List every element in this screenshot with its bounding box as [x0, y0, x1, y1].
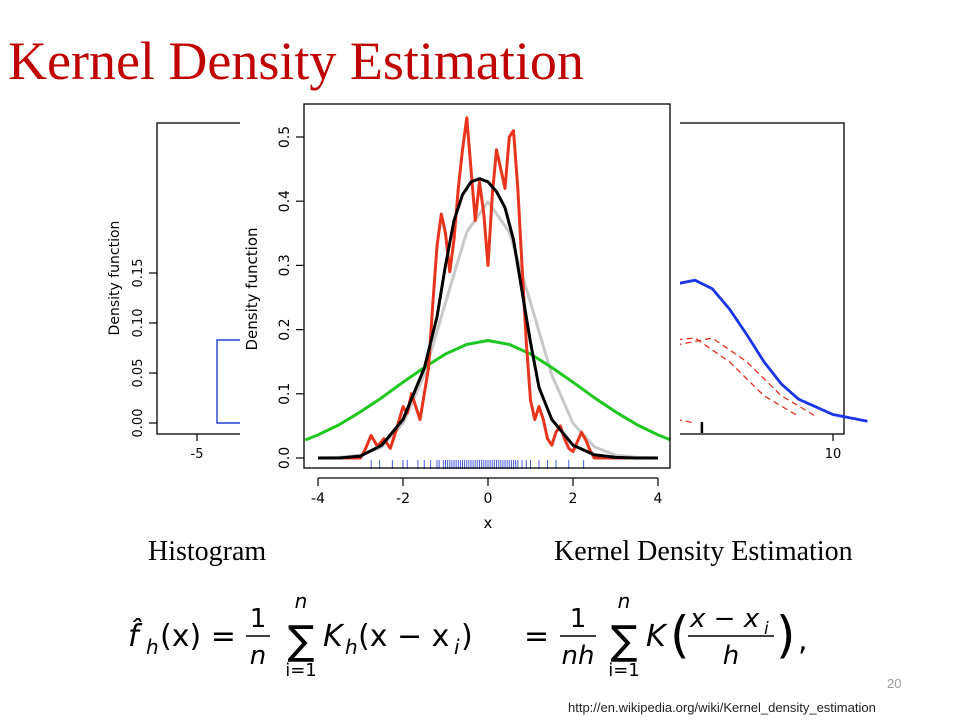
front-x-axis-label: x [484, 514, 493, 532]
front-y-tick-label: 0.0 [277, 447, 293, 469]
front-y-tick-label: 0.5 [277, 126, 293, 148]
formula-frac2-numerator: 1 [570, 604, 587, 634]
front-x-tick-label: 2 [569, 491, 578, 507]
formula-open-paren: ( [670, 606, 690, 664]
histogram-y-tick-label: 0.10 [131, 309, 146, 338]
formula-kernel-subscript: h [345, 635, 358, 659]
kde-formula: f̂ h (x) = 1 n n ∑ i=1 K h (x − x i ) = … [128, 590, 808, 676]
formula-lhs: f̂ [128, 618, 143, 654]
histogram-y-tick-label: 0.15 [131, 259, 146, 288]
formula-kernel2: K [646, 619, 668, 654]
formula-inner-denominator: h [723, 641, 739, 671]
histogram-y-tick-label: 0.05 [131, 359, 146, 388]
formula-kernel-argument: (x − x [358, 619, 449, 654]
formula-frac1-numerator: 1 [250, 604, 267, 634]
formula-lhs-argument: (x) = [160, 619, 236, 654]
formula-lhs-subscript: h [146, 635, 159, 659]
formula-kernel-argument-close: ) [461, 619, 473, 654]
front-x-tick-label: 4 [654, 491, 663, 507]
optimal-kde-curve [318, 177, 658, 460]
front-y-tick-label: 0.1 [277, 383, 293, 405]
histogram-plot: Density function 0.00 0.05 0.10 0.15 -5 [107, 122, 258, 462]
oversmoothed-kde-curve [304, 339, 672, 442]
formula-equals: = [524, 619, 549, 654]
formula-close-paren: ) [776, 606, 796, 664]
histogram-y-axis-label: Density function [107, 221, 123, 336]
formula-sum2-upper: n [618, 590, 631, 613]
formula-sum2-lower: i=1 [608, 660, 640, 676]
histogram-plot-frame [156, 122, 248, 435]
bandwidth-comparison-plot: Density function x 0.0 0.1 0.2 0.3 0.4 0.5 -4 -… [243, 103, 672, 532]
front-y-axis-label: Density function [243, 227, 261, 350]
front-x-tick-label: 0 [484, 491, 493, 507]
front-plot-frame [303, 103, 671, 469]
histogram-caption: Histogram [148, 536, 267, 567]
undersmoothed-kde-curve [326, 116, 637, 460]
formula-inner-numerator: x − x [689, 604, 760, 634]
front-y-tick-label: 0.4 [277, 190, 293, 212]
formula-kernel-argument-subscript: i [454, 635, 460, 659]
formula-frac2-denominator: nh [562, 641, 595, 671]
front-axes: 0.0 0.1 0.2 0.3 0.4 0.5 -4 -2 0 2 4 [277, 126, 663, 507]
formula-sum-upper: n [295, 590, 308, 613]
histogram-y-tick-label: 0.00 [131, 409, 146, 438]
histogram-axes: 0.00 0.05 0.10 0.15 -5 [131, 259, 203, 462]
front-x-tick-label: -2 [396, 491, 410, 507]
front-y-tick-label: 0.2 [277, 318, 293, 340]
formula-trailing-comma: , [798, 623, 808, 658]
front-x-tick-label: -4 [311, 491, 325, 507]
page-number: 20 [887, 676, 902, 691]
formula-sum-sign: ∑ [288, 618, 315, 664]
formula-sum-lower: i=1 [285, 660, 317, 676]
front-y-tick-label: 0.3 [277, 254, 293, 276]
slide-title: Kernel Density Estimation [8, 31, 584, 91]
kde-illustration-x-tick-label: 10 [825, 447, 842, 462]
formula-frac1-denominator: n [250, 641, 266, 671]
kde-caption: Kernel Density Estimation [554, 536, 853, 567]
histogram-x-tick-label: -5 [191, 447, 204, 462]
formula-kernel: K [323, 619, 345, 654]
formula-inner-numerator-subscript: i [764, 619, 769, 639]
source-link[interactable]: http://en.wikipedia.org/wiki/Kernel_dens… [568, 700, 876, 715]
formula-sum2-sign: ∑ [611, 618, 638, 664]
front-curves [304, 116, 672, 460]
kde-figure: Density function 0.000.050.100.15-5 510 … [107, 103, 868, 532]
